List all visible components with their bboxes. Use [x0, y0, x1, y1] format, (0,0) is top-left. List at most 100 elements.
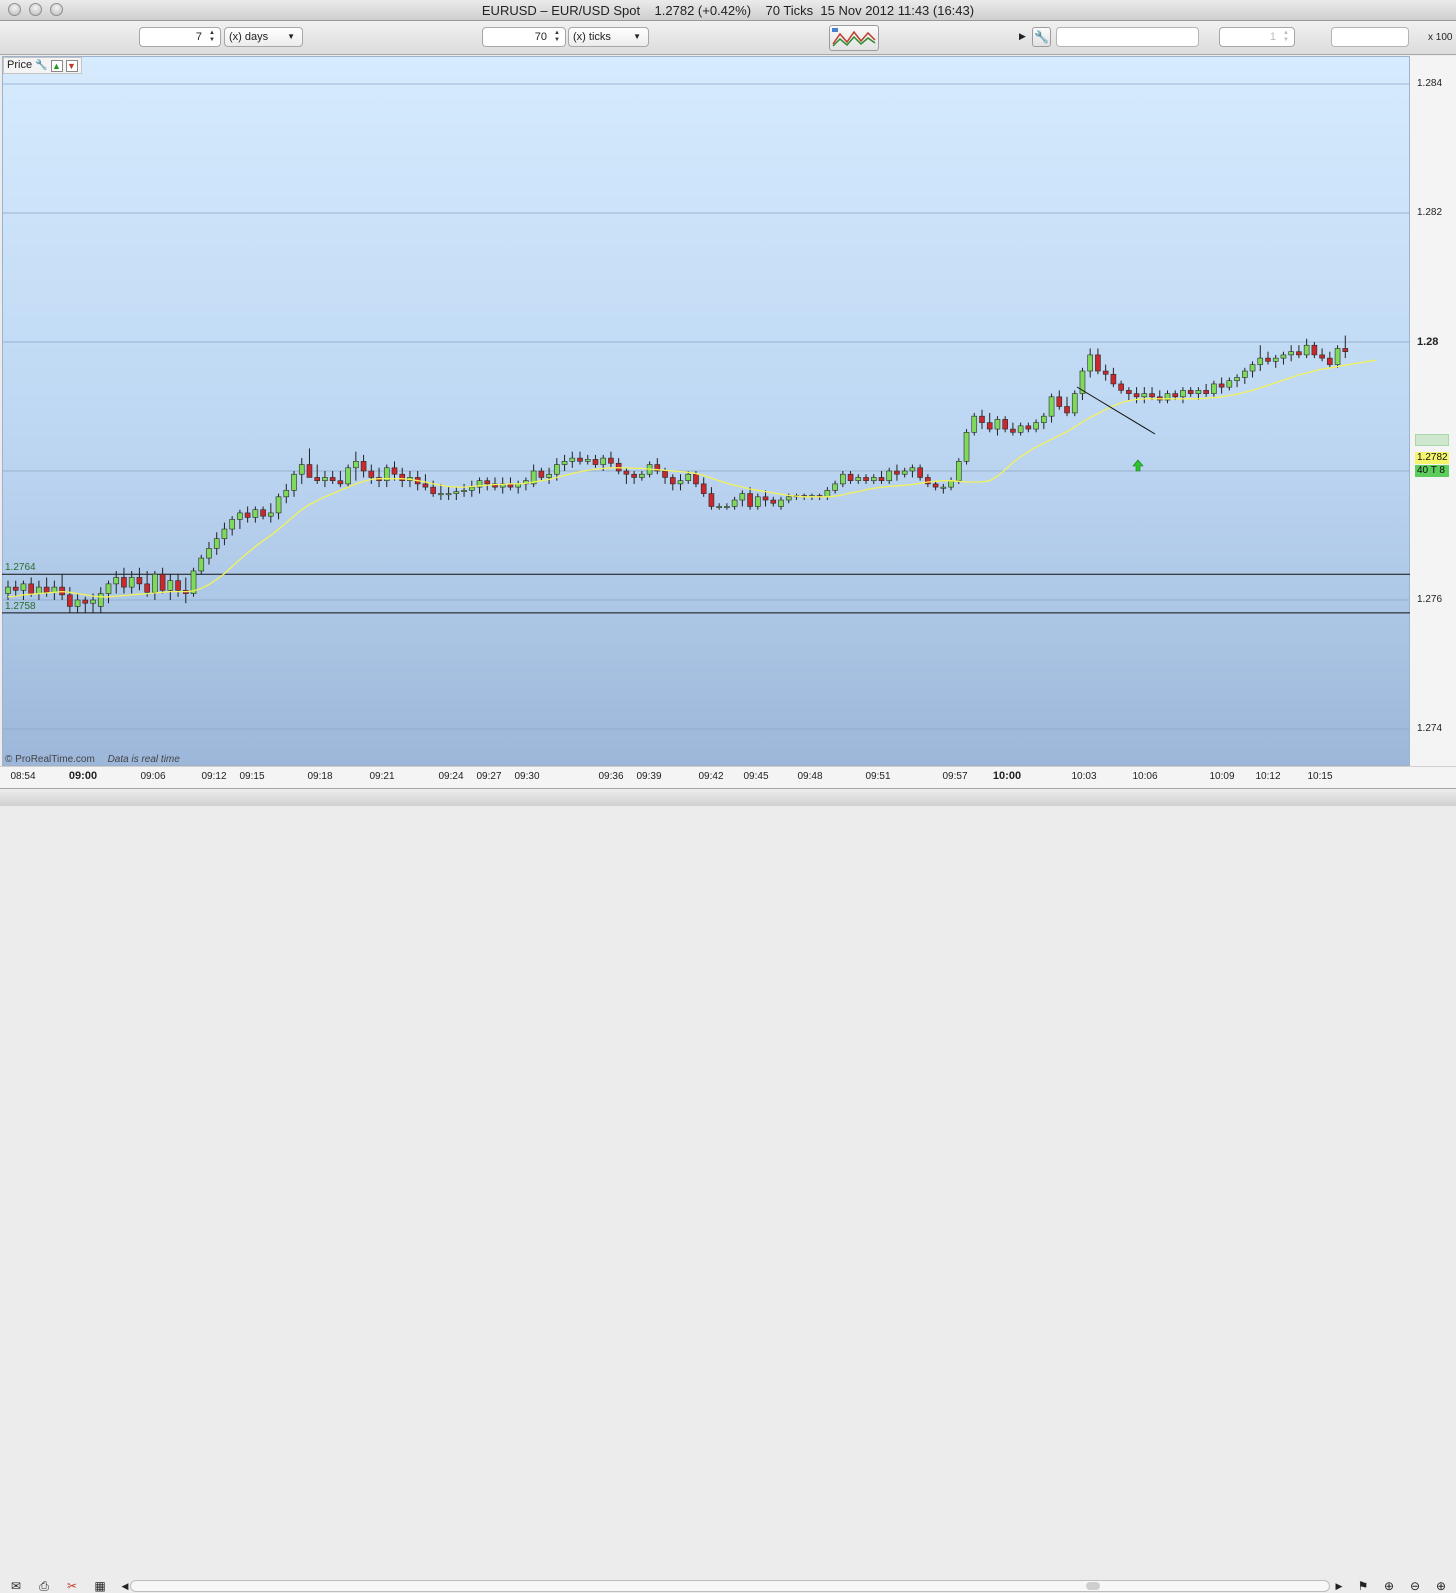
candle-down	[1002, 416, 1008, 433]
candle-body	[1195, 390, 1202, 394]
candle-up	[832, 480, 838, 494]
candle-body	[901, 470, 908, 475]
search-field[interactable]	[1331, 27, 1409, 47]
wrench-icon[interactable]: 🔧	[35, 60, 48, 71]
calculator-icon[interactable]: ▦	[94, 1579, 106, 1593]
zoom-fit-icon[interactable]: ⊕	[1383, 1579, 1395, 1593]
wrench-icon[interactable]: 🔧	[1032, 27, 1051, 47]
candle-up	[322, 471, 328, 488]
scroll-right-icon[interactable]: ▶	[1335, 1581, 1343, 1591]
candle-body	[1180, 390, 1186, 398]
candle-up	[128, 570, 135, 594]
zoom-window-button[interactable]	[50, 3, 63, 16]
candle-body	[1288, 351, 1294, 356]
candle-down	[67, 587, 73, 613]
candle-body	[1087, 354, 1093, 372]
candle-body	[739, 493, 746, 501]
candle-body	[600, 457, 607, 465]
candle-down	[669, 474, 676, 491]
spinner-arrows-icon[interactable]: ▲ ▼	[209, 30, 215, 43]
grid-lines	[2, 56, 1410, 766]
candle-body	[306, 464, 313, 478]
candle-up	[1079, 367, 1086, 401]
x-tick-label: 10:09	[1209, 771, 1235, 782]
candle-body	[1265, 357, 1271, 362]
candle-up	[731, 496, 738, 510]
candle-down	[1025, 422, 1032, 433]
candle-body	[43, 586, 50, 593]
scissors-icon[interactable]: ✂	[66, 1579, 78, 1593]
candle-body	[554, 464, 560, 475]
candle-down	[986, 412, 993, 433]
collapse-arrow-icon[interactable]: ▶	[1019, 31, 1026, 41]
candle-body	[708, 493, 715, 507]
right-spinner[interactable]: 1 ▲ ▼	[1219, 27, 1295, 47]
chart-style-button[interactable]	[829, 25, 879, 51]
close-window-button[interactable]	[8, 3, 21, 16]
spinner-arrows-icon[interactable]: ▲ ▼	[554, 30, 560, 43]
candle-down	[747, 487, 753, 510]
candle-down	[59, 574, 65, 600]
candle-up	[840, 471, 846, 488]
candle-up	[221, 522, 228, 546]
candle-up	[198, 554, 205, 575]
candle-down	[979, 409, 985, 430]
chart-plot-area[interactable]	[2, 56, 1410, 766]
arrow-down-icon[interactable]: ▼	[65, 59, 78, 72]
candle-body	[20, 583, 27, 591]
candle-up	[1164, 390, 1171, 404]
arrow-up-icon[interactable]: ▲	[50, 59, 63, 72]
buy-signal-arrow-icon	[1132, 459, 1144, 472]
candle-body	[963, 431, 970, 462]
candle-body	[561, 461, 568, 465]
spinner-arrows-icon[interactable]: ▲ ▼	[1283, 30, 1289, 43]
candle-down	[337, 471, 344, 488]
candle-body	[1164, 393, 1171, 401]
candle-body	[213, 538, 220, 549]
print-icon[interactable]: ⎙	[39, 1579, 49, 1593]
candle-body	[144, 583, 150, 593]
candle-body	[762, 496, 769, 501]
candle-body	[855, 477, 862, 481]
candle-down	[1149, 387, 1155, 401]
indicator-select[interactable]	[1056, 27, 1199, 47]
candle-body	[399, 473, 406, 481]
zoom-out-icon[interactable]: ⊖	[1409, 1579, 1421, 1593]
candle-up	[1242, 367, 1248, 384]
ticks-unit-label: (x) ticks	[573, 31, 611, 43]
candle-body	[28, 583, 34, 594]
mail-icon[interactable]: ✉	[10, 1579, 22, 1593]
candle-body	[569, 457, 576, 462]
horizontal-scrollbar[interactable]	[130, 1580, 1330, 1592]
ticks-unit-select[interactable]: (x) ticks ▼	[568, 27, 649, 47]
x-axis[interactable]	[0, 766, 1456, 788]
candle-body	[391, 467, 398, 475]
candle-up	[855, 474, 862, 484]
candle-down	[1319, 348, 1325, 362]
candle-up	[283, 483, 290, 504]
candle-down	[329, 471, 336, 484]
level-label-lower: 1.2758	[5, 601, 36, 612]
days-unit-select[interactable]: (x) days ▼	[224, 27, 303, 47]
trend-line	[1076, 386, 1156, 435]
candle-down	[136, 567, 143, 591]
candle-up	[383, 464, 390, 488]
zoom-in-icon[interactable]: ⊕	[1435, 1579, 1447, 1593]
candle-up	[1017, 422, 1024, 436]
bottom-toolbar: ✉ ⎙ ✂ ▦ ◀ ▶ ⚑ ⊕ ⊖ ⊕	[0, 788, 1456, 1593]
days-spinner[interactable]: 7 ▲ ▼	[139, 27, 221, 47]
candle-body	[1296, 351, 1302, 356]
candle-body	[925, 477, 931, 485]
chart-tool-icon[interactable]: ⚑	[1357, 1579, 1369, 1593]
x-tick-label: 10:15	[1307, 771, 1333, 782]
candle-body	[1334, 348, 1341, 365]
candle-body	[445, 493, 452, 496]
scrollbar-thumb[interactable]	[1086, 1582, 1100, 1590]
candle-body	[979, 415, 985, 423]
candle-body	[275, 496, 282, 514]
chart-style-icon	[832, 28, 876, 47]
ticks-spinner[interactable]: 70 ▲ ▼	[482, 27, 566, 47]
candle-up	[824, 487, 831, 501]
y-axis[interactable]	[1410, 56, 1456, 766]
minimize-window-button[interactable]	[29, 3, 42, 16]
